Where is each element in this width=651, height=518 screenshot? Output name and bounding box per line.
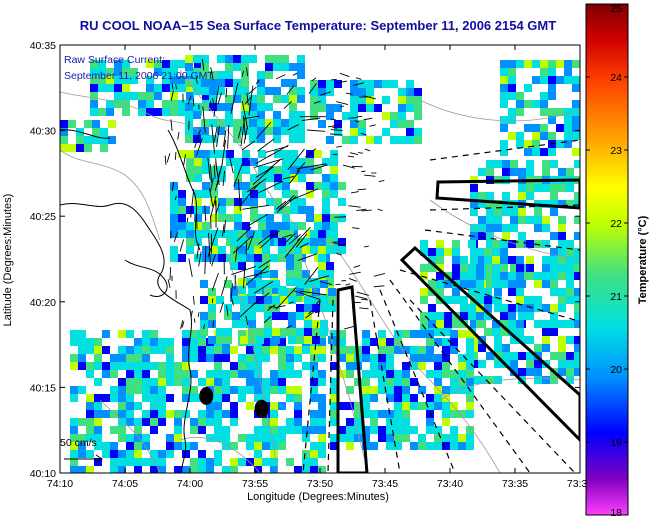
radar-beam-lines: [302, 139, 580, 473]
station-marker-1: [199, 386, 214, 405]
colorbar-gradient: [585, 3, 629, 516]
x-tick-label: 73:35: [502, 478, 528, 490]
surface-current-vectors: [164, 58, 386, 330]
figure-title: RU COOL NOAA–15 Sea Surface Temperature:…: [80, 18, 556, 33]
colorbar-tick-label: 24: [610, 72, 622, 84]
colorbar-tick-label: 21: [610, 291, 622, 303]
overlay-label-line2: September 11, 2006 21:00 GMT: [64, 70, 214, 82]
colorbar-tick-label: 18: [610, 507, 622, 518]
coastline: [60, 129, 201, 473]
sst-pixel-layer: [60, 55, 580, 473]
colorbar-label: Temperature (°C): [637, 215, 649, 304]
x-tick-label: 73:45: [372, 478, 398, 490]
y-tick-label: 40:20: [30, 297, 56, 309]
y-axis-label: Latitude (Degrees:Minutes): [2, 194, 14, 327]
colorbar-tick-label: 23: [610, 145, 622, 157]
colorbar-tick-label: 25: [610, 3, 622, 15]
x-tick-label: 73:40: [437, 478, 463, 490]
map-plot-area: [60, 45, 580, 473]
x-tick-label: 73:50: [307, 478, 333, 490]
x-axis-label: Longitude (Degrees:Minutes): [247, 491, 389, 503]
overlay-label-line1: Raw Surface Current:: [64, 54, 165, 66]
colorbar-tick-label: 20: [610, 364, 622, 376]
y-tick-label: 40:15: [30, 382, 56, 394]
x-axis-ticks: 74:10 74:05 74:00 73:55 73:50 73:45 73:40 73:35…: [47, 45, 593, 490]
y-tick-label: 40:30: [30, 126, 56, 138]
scale-arrow-label: 50 cm/s: [60, 437, 97, 449]
y-tick-label: 40:35: [30, 40, 56, 52]
station-markers: [199, 386, 269, 418]
x-tick-label: 73:55: [242, 478, 268, 490]
colorbar-ticks: 25 24 23 22 21 20 19 18: [586, 3, 628, 518]
y-tick-label: 40:10: [30, 468, 56, 480]
y-tick-label: 40:25: [30, 211, 56, 223]
colorbar-tick-label: 19: [610, 437, 622, 449]
y-axis-ticks: 40:35 40:30 40:25 40:20 40:15 40:10: [30, 40, 580, 480]
x-tick-label: 74:00: [177, 478, 203, 490]
scale-arrow: 50 cm/s: [60, 437, 103, 464]
x-tick-label: 74:10: [47, 478, 73, 490]
survey-area-outlines: [336, 178, 580, 473]
colorbar: 25 24 23 22 21 20 19 18 Temperature (°C): [585, 3, 649, 518]
x-tick-label: 74:05: [112, 478, 138, 490]
station-marker-2: [254, 399, 269, 418]
colorbar-tick-label: 22: [610, 218, 622, 230]
